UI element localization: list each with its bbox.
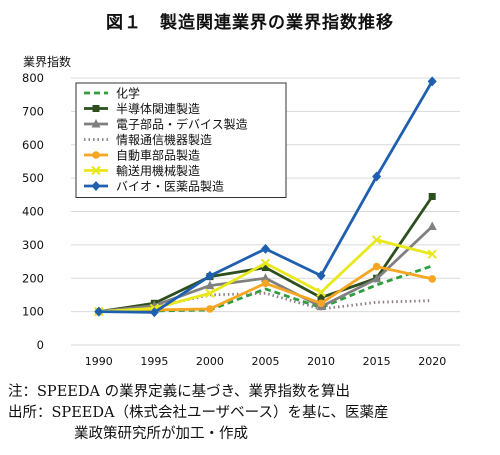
series-marker <box>372 273 382 283</box>
series-marker <box>261 279 270 288</box>
series-marker <box>260 258 271 268</box>
y-tick-label: 100 <box>22 305 44 319</box>
legend-item: 化学 <box>84 86 140 101</box>
series-marker <box>92 105 100 112</box>
series-marker <box>92 151 100 159</box>
note-definition: 注：SPEEDA の業界定義に基づき、業界指数を算出 <box>8 384 351 400</box>
series-marker <box>205 288 215 298</box>
series-marker <box>149 307 159 318</box>
x-tick-label: 2020 <box>418 355 446 368</box>
legend-label: バイオ・医薬品製造 <box>116 180 224 194</box>
x-tick-label: 2005 <box>252 355 280 368</box>
legend-item: 電子部品・デバイス製造 <box>84 117 248 132</box>
legend-item: 自動車部品製造 <box>84 148 200 163</box>
line-chart: 業界指数 0 100 200 300 400 500 600 700 800 1990 1995 2… <box>22 54 460 368</box>
series-marker <box>427 221 437 231</box>
series-line <box>98 195 434 314</box>
y-axis-label: 業界指数 <box>23 54 71 69</box>
series-marker <box>91 181 101 191</box>
x-tick-label: 1995 <box>140 355 168 368</box>
series-marker <box>261 243 270 254</box>
series-marker <box>317 299 325 308</box>
legend-label: 半導体関連製造 <box>116 102 200 116</box>
legend-label: 輸送用機械製造 <box>116 163 200 178</box>
x-tick-labels: 1990 1995 2000 2005 2010 2015 2020 <box>85 355 446 368</box>
x-tick-label: 2015 <box>363 355 391 368</box>
y-tick-label: 400 <box>22 205 44 219</box>
y-tick-labels: 0 100 200 300 400 500 600 700 800 <box>22 71 44 352</box>
footnotes: 注：SPEEDA の業界定義に基づき、業界指数を算出 出所：SPEEDA（株式会… <box>8 382 389 445</box>
series-marker <box>372 171 382 182</box>
note-source: 出所：SPEEDA（株式会社ユーザベース）を基に、医薬産 <box>8 405 389 421</box>
legend-item: 半導体関連製造 <box>84 102 200 116</box>
series-marker <box>206 305 214 313</box>
series-バイオ・医薬品製造 <box>94 76 437 318</box>
x-tick-label: 2000 <box>196 355 224 368</box>
y-tick-label: 600 <box>22 138 44 152</box>
series-marker <box>316 270 326 281</box>
series-marker <box>428 192 436 200</box>
legend-label: 化学 <box>116 86 140 101</box>
legend-item: 輸送用機械製造 <box>84 163 200 178</box>
legend-label: 自動車部品製造 <box>116 148 200 163</box>
series-marker <box>316 287 326 297</box>
legend: 化学半導体関連製造電子部品・デバイス製造情報通信機器製造自動車部品製造輸送用機械… <box>75 82 287 198</box>
legend-item: 情報通信機器製造 <box>84 132 212 147</box>
series-marker <box>427 249 437 259</box>
legend-box <box>75 82 287 198</box>
series-marker <box>91 119 101 128</box>
series-marker <box>262 264 269 272</box>
series-marker <box>91 165 101 176</box>
y-tick-label: 800 <box>22 71 44 85</box>
legend-label: 電子部品・デバイス製造 <box>116 117 248 132</box>
x-tick-label: 2010 <box>307 355 335 368</box>
series-marker <box>317 294 325 302</box>
legend-item: バイオ・医薬品製造 <box>84 180 224 194</box>
y-tick-label: 700 <box>22 104 44 118</box>
series-marker <box>94 306 104 317</box>
series-marker <box>205 280 215 290</box>
series-marker <box>261 273 270 282</box>
y-tick-label: 300 <box>22 238 44 252</box>
y-tick-label: 500 <box>22 171 44 185</box>
y-tick-label: 200 <box>22 271 44 285</box>
note-source-continued: 業政策研究所が加工・作成 <box>74 426 248 442</box>
series-marker <box>427 76 437 87</box>
figure-title: 図１ 製造関連業界の業界指数推移 <box>106 13 394 33</box>
legend-label: 情報通信機器製造 <box>116 132 212 147</box>
series-marker <box>428 275 437 283</box>
y-tick-label: 0 <box>37 338 44 352</box>
series-marker <box>372 262 381 271</box>
series-group <box>94 76 437 318</box>
series-marker <box>371 235 382 245</box>
x-tick-label: 1990 <box>85 355 113 368</box>
series-marker <box>205 270 215 281</box>
